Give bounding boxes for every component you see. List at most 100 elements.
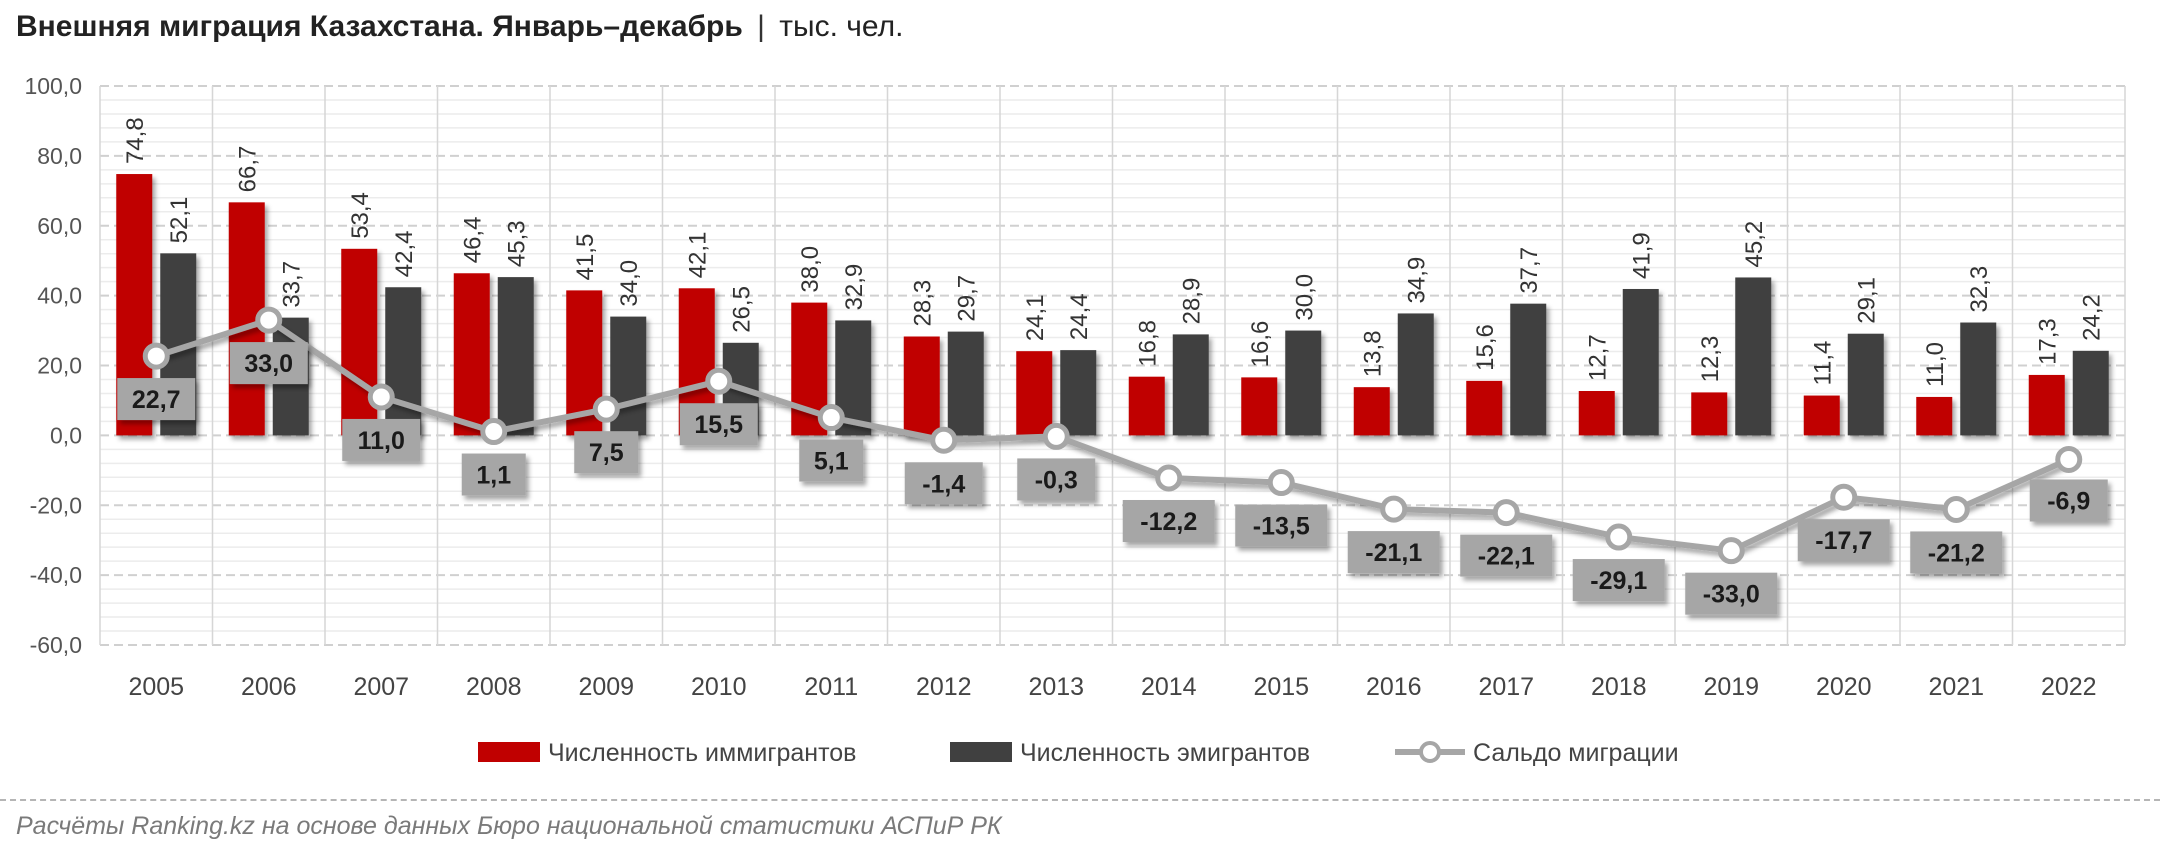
immigrants-value-label: 11,0 bbox=[1922, 342, 1949, 387]
balance-label-text: -13,5 bbox=[1253, 513, 1310, 541]
balance-label-box bbox=[1017, 458, 1096, 501]
x-tick-label: 2017 bbox=[1478, 673, 1534, 701]
immigrants-bar bbox=[1353, 387, 1390, 436]
legend-label: Сальдо миграции bbox=[1473, 739, 1679, 767]
emigrants-bar bbox=[947, 331, 984, 436]
emigrants-bar bbox=[385, 287, 422, 436]
emigrants-value-label: 37,7 bbox=[1516, 247, 1543, 294]
immigrants-value-label: 16,8 bbox=[1135, 320, 1162, 367]
balance-label-text: 15,5 bbox=[694, 411, 743, 439]
balance-label-box bbox=[342, 418, 421, 461]
balance-marker bbox=[1605, 523, 1633, 551]
balance-value-label: -6,9 bbox=[2029, 479, 2108, 522]
balance-label-box bbox=[679, 403, 758, 446]
immigrants-value-label: 41,5 bbox=[572, 234, 599, 281]
immigrants-value-label: 12,3 bbox=[1697, 336, 1724, 383]
balance-label-box bbox=[117, 378, 196, 421]
balance-label-text: 33,0 bbox=[244, 350, 293, 378]
balance-label-text: -1,4 bbox=[922, 470, 965, 498]
chart-title: Внешняя миграция Казахстана. Январь–дека… bbox=[16, 10, 743, 43]
emigrants-value-label: 32,9 bbox=[841, 264, 868, 311]
emigrants-value-label: 32,3 bbox=[1966, 266, 1993, 313]
balance-marker bbox=[1492, 499, 1520, 527]
emigrants-bar bbox=[1172, 334, 1209, 436]
balance-marker bbox=[2055, 445, 2083, 473]
immigrants-bar bbox=[1466, 380, 1503, 436]
legend-immigrants: Численность иммигрантов bbox=[478, 739, 856, 767]
balance-label-box bbox=[1572, 559, 1665, 602]
emigrants-value-label: 34,9 bbox=[1404, 257, 1431, 304]
emigrants-value-label: 42,4 bbox=[391, 231, 418, 278]
emigrants-value-label: 33,7 bbox=[279, 261, 306, 308]
balance-marker bbox=[142, 342, 170, 370]
immigrants-bar bbox=[1691, 392, 1728, 436]
balance-label-text: 1,1 bbox=[476, 462, 511, 490]
legend-label: Численность иммигрантов bbox=[548, 739, 856, 767]
immigrants-value-label: 11,4 bbox=[1810, 341, 1837, 386]
immigrants-bar bbox=[341, 248, 378, 436]
immigrants-bar bbox=[2028, 374, 2065, 436]
x-tick-label: 2018 bbox=[1591, 673, 1647, 701]
balance-value-label: 5,1 bbox=[799, 439, 864, 482]
balance-marker bbox=[1042, 422, 1070, 450]
emigrants-value-label: 45,3 bbox=[504, 220, 531, 267]
emigrants-value-label: 30,0 bbox=[1291, 274, 1318, 321]
balance-label-box bbox=[1235, 504, 1328, 547]
balance-value-label: -13,5 bbox=[1235, 504, 1328, 547]
emigrants-value-label: 26,5 bbox=[729, 286, 756, 333]
x-tick-label: 2020 bbox=[1816, 673, 1872, 701]
balance-marker bbox=[1267, 469, 1295, 497]
immigrants-bar bbox=[1016, 351, 1053, 436]
y-tick-label: -20,0 bbox=[30, 492, 82, 518]
balance-label-box bbox=[574, 431, 639, 474]
legend-emigrants: Численность эмигрантов bbox=[950, 739, 1310, 767]
immigrants-bar bbox=[453, 273, 490, 436]
immigrants-value-label: 13,8 bbox=[1360, 330, 1387, 377]
balance-value-label: 1,1 bbox=[461, 453, 526, 496]
balance-label-box bbox=[229, 342, 308, 385]
balance-label-box bbox=[1122, 499, 1215, 542]
x-tick-label: 2011 bbox=[804, 673, 858, 701]
y-tick-label: 0,0 bbox=[50, 422, 82, 448]
balance-value-label: 11,0 bbox=[342, 418, 421, 461]
legend-swatch bbox=[950, 742, 1012, 762]
balance-label-text: -21,2 bbox=[1928, 539, 1985, 567]
x-tick-label: 2014 bbox=[1141, 673, 1197, 701]
legend-swatch bbox=[478, 742, 540, 762]
y-tick-label: 80,0 bbox=[37, 143, 82, 169]
x-tick-label: 2022 bbox=[2041, 673, 2097, 701]
balance-marker bbox=[1942, 495, 1970, 523]
balance-value-label: -1,4 bbox=[904, 462, 983, 505]
x-tick-label: 2013 bbox=[1028, 673, 1084, 701]
immigrants-bar bbox=[1241, 377, 1278, 436]
balance-label-text: -29,1 bbox=[1590, 567, 1647, 595]
y-tick-label: 60,0 bbox=[37, 213, 82, 239]
x-tick-label: 2019 bbox=[1703, 673, 1759, 701]
y-tick-label: 40,0 bbox=[37, 283, 82, 309]
balance-marker bbox=[480, 418, 508, 446]
emigrants-bar bbox=[1847, 333, 1884, 436]
emigrants-bar bbox=[1060, 350, 1097, 436]
immigrants-value-label: 28,3 bbox=[910, 280, 937, 327]
immigrants-bar bbox=[1803, 395, 1840, 436]
balance-value-label: 15,5 bbox=[679, 403, 758, 446]
balance-label-text: -33,0 bbox=[1703, 581, 1760, 609]
chart-title-row: Внешняя миграция Казахстана. Январь–дека… bbox=[16, 10, 903, 44]
x-tick-label: 2007 bbox=[353, 673, 409, 701]
balance-value-label: 7,5 bbox=[574, 431, 639, 474]
y-tick-label: 100,0 bbox=[24, 73, 82, 99]
emigrants-value-label: 24,4 bbox=[1066, 293, 1093, 340]
title-separator: | bbox=[757, 10, 765, 43]
balance-value-label: -0,3 bbox=[1017, 458, 1096, 501]
immigrants-value-label: 42,1 bbox=[685, 232, 712, 279]
emigrants-value-label: 29,7 bbox=[954, 275, 981, 322]
balance-label-box bbox=[1797, 519, 1890, 562]
balance-marker bbox=[367, 383, 395, 411]
balance-value-label: -21,1 bbox=[1347, 531, 1440, 574]
x-tick-label: 2021 bbox=[1928, 673, 1984, 701]
legend-marker bbox=[1419, 741, 1441, 763]
balance-marker bbox=[255, 306, 283, 334]
x-tick-label: 2012 bbox=[916, 673, 972, 701]
balance-marker bbox=[705, 367, 733, 395]
balance-label-text: -6,9 bbox=[2047, 487, 2090, 515]
